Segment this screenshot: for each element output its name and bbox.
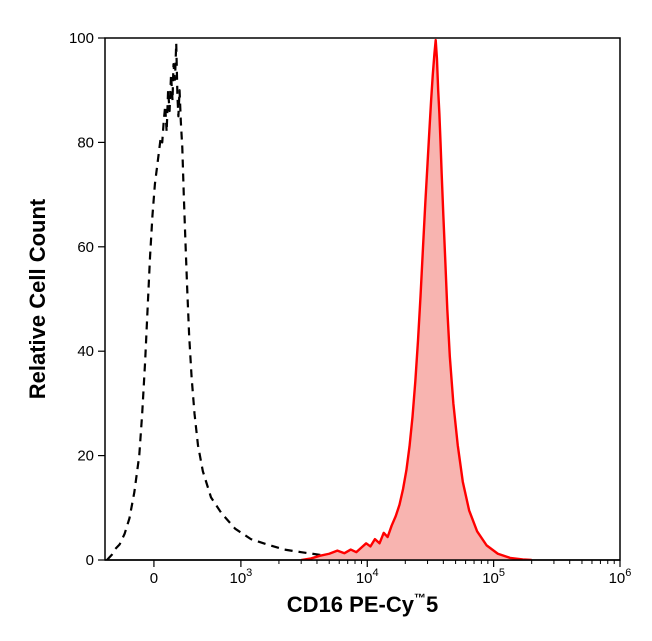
y-tick-label: 80 — [77, 134, 94, 151]
y-axis-label: Relative Cell Count — [25, 198, 50, 399]
x-tick-label: 0 — [150, 570, 158, 587]
y-tick-label: 0 — [86, 552, 94, 569]
y-tick-label: 100 — [69, 30, 94, 47]
y-tick-label: 60 — [77, 239, 94, 256]
chart-svg: 0204060801000103104105106Relative Cell C… — [0, 0, 652, 641]
y-tick-label: 20 — [77, 448, 94, 465]
flow-cytometry-histogram: 0204060801000103104105106Relative Cell C… — [0, 0, 652, 641]
y-tick-label: 40 — [77, 343, 94, 360]
